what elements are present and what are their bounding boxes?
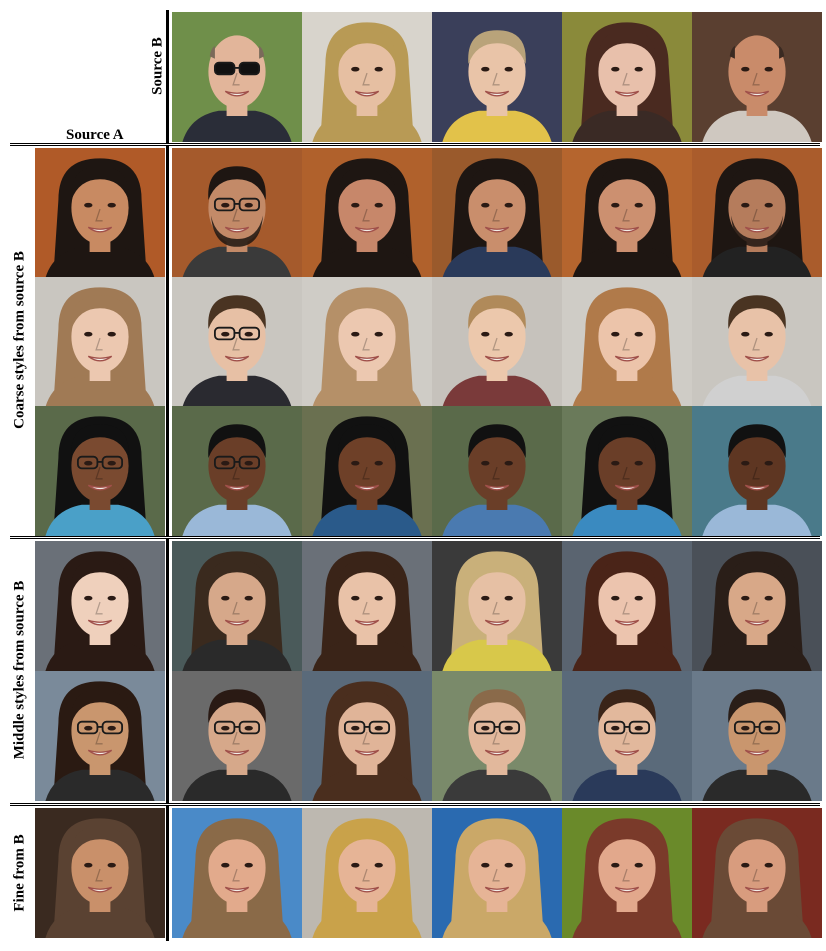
column-separator xyxy=(166,10,169,941)
middle-styles-label: Middle styles from source B xyxy=(11,580,28,760)
middle-row-2-face-4 xyxy=(432,671,562,801)
light-brown-hair-woman-face xyxy=(35,277,165,407)
fine-row-face-5 xyxy=(562,808,692,938)
young-man-glasses-face xyxy=(432,671,562,801)
coarse-row-1-face-5 xyxy=(562,148,692,278)
fine-row-face-3 xyxy=(302,808,432,938)
coarse-row-2-face-2 xyxy=(172,277,302,407)
source-b-face-2 xyxy=(302,12,432,142)
fine-row-face-6 xyxy=(692,808,822,938)
coarse-row-1-face-1 xyxy=(35,148,165,278)
blonde-young-woman-face xyxy=(302,12,432,142)
long-hair-woman-face xyxy=(35,808,165,938)
curly-hair-woman-face xyxy=(302,148,432,278)
middle-row-1-face-5 xyxy=(562,541,692,671)
fine-row-face-1 xyxy=(35,808,165,938)
middle-row-2-face-6 xyxy=(692,671,822,801)
row-separator-middle xyxy=(10,536,820,539)
man-glasses-beard-face xyxy=(172,148,302,278)
coarse-styles-label: Coarse styles from source B xyxy=(11,251,28,429)
bald-man-sunglasses-face xyxy=(172,12,302,142)
source-b-face-3 xyxy=(432,12,562,142)
middle-row-1-face-3 xyxy=(302,541,432,671)
coarse-row-3-face-5 xyxy=(562,406,692,536)
coarse-row-2-face-4 xyxy=(432,277,562,407)
long-hair-woman-face xyxy=(692,808,822,938)
long-hair-woman-face xyxy=(172,808,302,938)
source-b-face-4 xyxy=(562,12,692,142)
row-separator-coarse xyxy=(10,143,820,146)
brown-long-hair-woman-face xyxy=(562,808,692,938)
long-dark-hair-woman-face xyxy=(35,541,165,671)
coarse-row-2-face-1 xyxy=(35,277,165,407)
source-a-label: Source A xyxy=(66,127,124,143)
coarse-row-3-face-1 xyxy=(35,406,165,536)
middle-row-1-face-1 xyxy=(35,541,165,671)
middle-row-2-face-2 xyxy=(172,671,302,801)
smiling-woman-bangs-face xyxy=(562,12,692,142)
light-hair-toddler-face xyxy=(432,277,562,407)
fine-styles-label: Fine from B xyxy=(11,834,28,912)
blonde-long-hair-woman-face xyxy=(432,808,562,938)
woman-glasses-dark-skin-face xyxy=(35,406,165,536)
older-man-glasses-face xyxy=(692,671,822,801)
short-hair-man-face xyxy=(692,277,822,407)
curly-hair-child-face xyxy=(432,148,562,278)
fine-row-face-2 xyxy=(172,808,302,938)
bangs-woman-dark-skin-face xyxy=(562,406,692,536)
child-dark-skin-face xyxy=(432,406,562,536)
man-glasses-dark-skin-face xyxy=(172,406,302,536)
man-dark-skin-face xyxy=(692,406,822,536)
coarse-row-1-face-6 xyxy=(692,148,822,278)
middle-row-2-face-5 xyxy=(562,671,692,801)
source-b-face-5 xyxy=(692,12,822,142)
coarse-row-3-face-3 xyxy=(302,406,432,536)
coarse-row-1-face-3 xyxy=(302,148,432,278)
middle-row-1-face-6 xyxy=(692,541,822,671)
blonde-woman-face xyxy=(432,541,562,671)
young-man-glasses-face xyxy=(562,671,692,801)
curly-hair-bangs-woman-face xyxy=(562,148,692,278)
long-hair-smiling-woman-face xyxy=(562,541,692,671)
long-hair-young-woman-face xyxy=(302,541,432,671)
source-b-label: Source B xyxy=(149,37,166,95)
coarse-row-3-face-6 xyxy=(692,406,822,536)
middle-row-1-face-4 xyxy=(432,541,562,671)
coarse-row-1-face-4 xyxy=(432,148,562,278)
middle-row-2-face-3 xyxy=(302,671,432,801)
fine-row-face-4 xyxy=(432,808,562,938)
middle-row-2-face-1 xyxy=(35,671,165,801)
older-woman-face xyxy=(172,541,302,671)
coarse-row-2-face-5 xyxy=(562,277,692,407)
man-glasses-face xyxy=(172,671,302,801)
curly-dark-hair-woman-face xyxy=(35,148,165,278)
bald-older-man-face xyxy=(692,12,822,142)
middle-row-1-face-2 xyxy=(172,541,302,671)
blond-toddler-face xyxy=(432,12,562,142)
curly-hair-man-beard-face xyxy=(692,148,822,278)
blonde-long-hair-woman-face xyxy=(302,808,432,938)
curly-hair-older-woman-face xyxy=(692,541,822,671)
coarse-row-3-face-2 xyxy=(172,406,302,536)
curly-hair-man-glasses-face xyxy=(35,671,165,801)
coarse-row-2-face-3 xyxy=(302,277,432,407)
coarse-row-1-face-2 xyxy=(172,148,302,278)
coarse-row-3-face-4 xyxy=(432,406,562,536)
light-brown-hair-woman-face xyxy=(302,277,432,407)
bangs-smiling-woman-face xyxy=(562,277,692,407)
source-b-face-1 xyxy=(172,12,302,142)
long-hair-woman-dark-skin-face xyxy=(302,406,432,536)
man-glasses-face xyxy=(172,277,302,407)
row-separator-fine xyxy=(10,803,820,806)
coarse-row-2-face-6 xyxy=(692,277,822,407)
bob-hair-person-glasses-face xyxy=(302,671,432,801)
